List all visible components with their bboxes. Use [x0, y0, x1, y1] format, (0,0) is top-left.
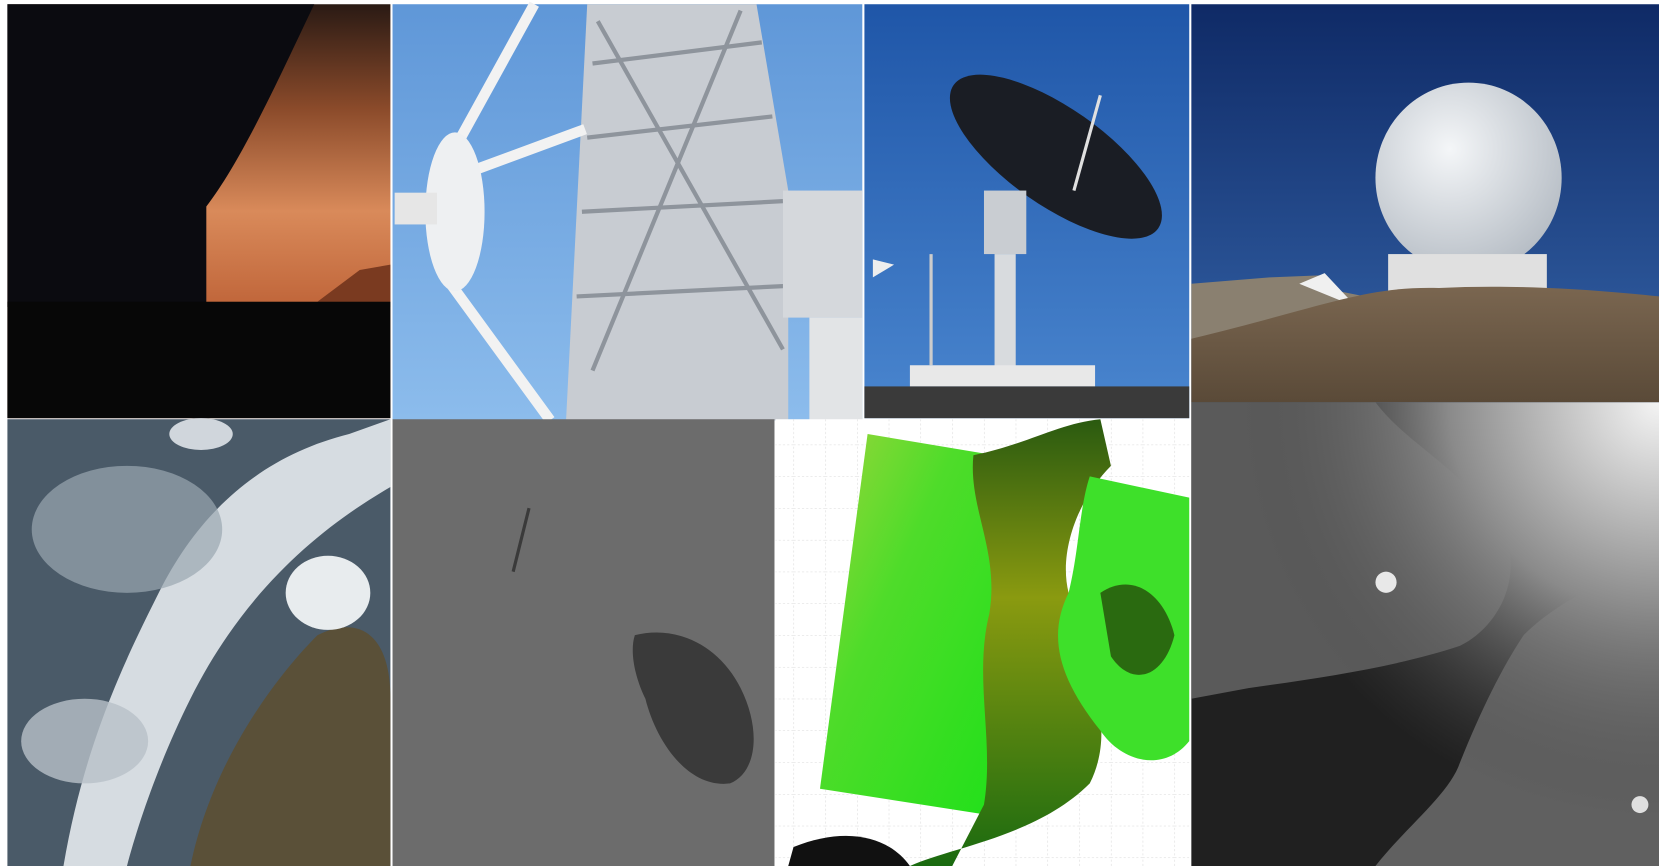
dish [949, 74, 1162, 239]
dish-back [566, 4, 789, 421]
cloud-field [21, 698, 149, 784]
positioner [983, 190, 1027, 255]
photo-night-lights [1191, 402, 1659, 866]
truss [576, 9, 789, 372]
subreflector [425, 132, 485, 292]
feed [394, 192, 437, 225]
coast [788, 835, 910, 866]
photo-sar [392, 419, 775, 866]
roof [864, 386, 1190, 419]
mast [994, 254, 1016, 371]
snow [1299, 273, 1357, 308]
cloud-band [63, 419, 391, 866]
radome [1375, 82, 1562, 274]
radome-base [1388, 254, 1547, 292]
feed-struts [440, 1, 587, 424]
city-light [1631, 796, 1649, 814]
hill [317, 264, 391, 308]
photo-radome-mountain [1191, 4, 1659, 403]
city-light [1375, 571, 1397, 593]
platform [909, 365, 1096, 387]
cloud [285, 555, 371, 630]
dawn-glow [1191, 402, 1659, 866]
sea [392, 419, 775, 866]
cloud-swirl [169, 418, 233, 450]
wind-swath [819, 434, 995, 816]
photo-dome-sunset [7, 4, 391, 419]
land [909, 419, 1111, 866]
wind-vane [872, 259, 895, 278]
photo-dish-rooftop [864, 4, 1190, 419]
pedestal [809, 317, 863, 421]
ground [1191, 286, 1659, 403]
slick [511, 507, 531, 573]
island [1100, 584, 1175, 675]
dark-patch [632, 632, 754, 784]
foreground [7, 301, 391, 419]
photo-satellite-clouds [7, 418, 391, 866]
land [190, 627, 391, 866]
cloud-field [31, 465, 223, 593]
feed-arm [1072, 94, 1102, 191]
photo-antenna-structure [392, 1, 863, 424]
dome-silhouette [7, 4, 315, 308]
mount [782, 190, 863, 318]
map-wind-field [775, 419, 1190, 866]
